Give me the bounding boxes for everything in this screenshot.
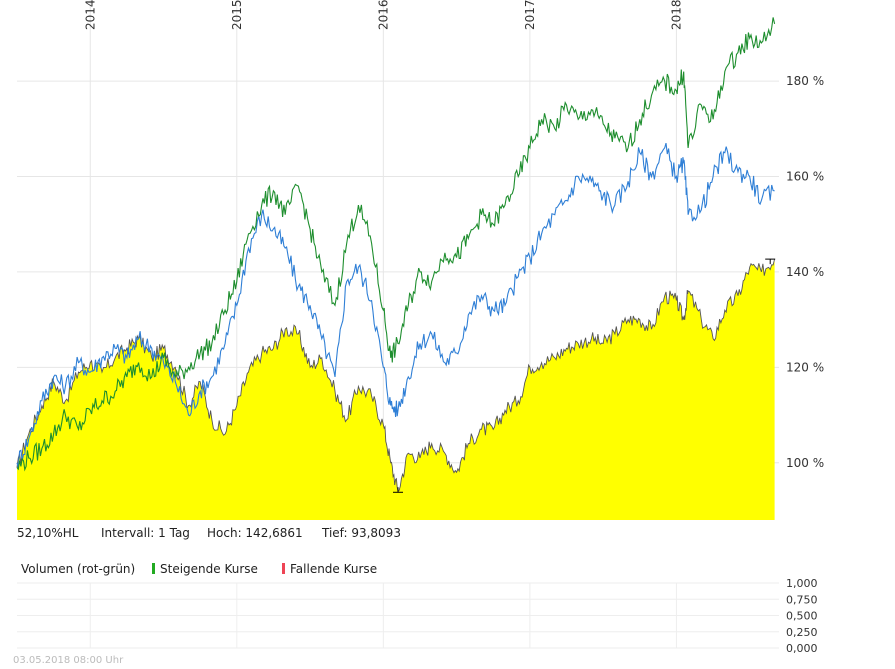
series-area [17,259,775,520]
volume-tick-label: 0,500 [786,610,818,623]
interval-label: Intervall: 1 Tag [101,526,190,540]
volume-tick-label: 0,250 [786,626,818,639]
y-tick-label: 140 % [786,265,824,279]
high-low-markers [393,258,776,493]
x-tick-label: 2015 [230,0,244,30]
footer-timestamp: 03.05.2018 08:00 Uhr [13,655,124,666]
rising-legend-label: Steigende Kurse [160,562,258,576]
low-label: Tief: 93,8093 [321,526,401,540]
y-tick-label: 180 % [786,74,824,88]
volume-tick-label: 1,000 [786,577,818,590]
y-tick-label: 100 % [786,456,824,470]
y-tick-labels: 100 % 120 % 140 % 160 % 180 % [786,74,824,470]
series-line [16,142,775,468]
change-label: 52,10%HL [17,526,79,540]
x-tick-label: 2018 [669,0,683,30]
x-tick-label: 2016 [376,0,390,30]
volume-tick-label: 0,000 [786,642,818,655]
high-label: Hoch: 142,6861 [207,526,303,540]
series-line [16,17,776,472]
series-group [16,17,776,520]
x-tick-label: 2014 [83,0,97,30]
x-tick-label: 2017 [523,0,537,30]
y-tick-label: 160 % [786,170,824,184]
y-tick-label: 120 % [786,360,824,374]
volume-title: Volumen (rot-grün) [21,562,135,576]
x-tick-labels: 2014 2015 2016 2017 2018 [83,0,683,30]
falling-legend-swatch [282,563,285,574]
rising-legend-swatch [152,563,155,574]
falling-legend-label: Fallende Kurse [290,562,377,576]
volume-tick-label: 0,750 [786,593,818,606]
volume-grid [17,582,779,649]
volume-tick-labels: 1,000 0,750 0,500 0,250 0,000 [786,577,818,655]
